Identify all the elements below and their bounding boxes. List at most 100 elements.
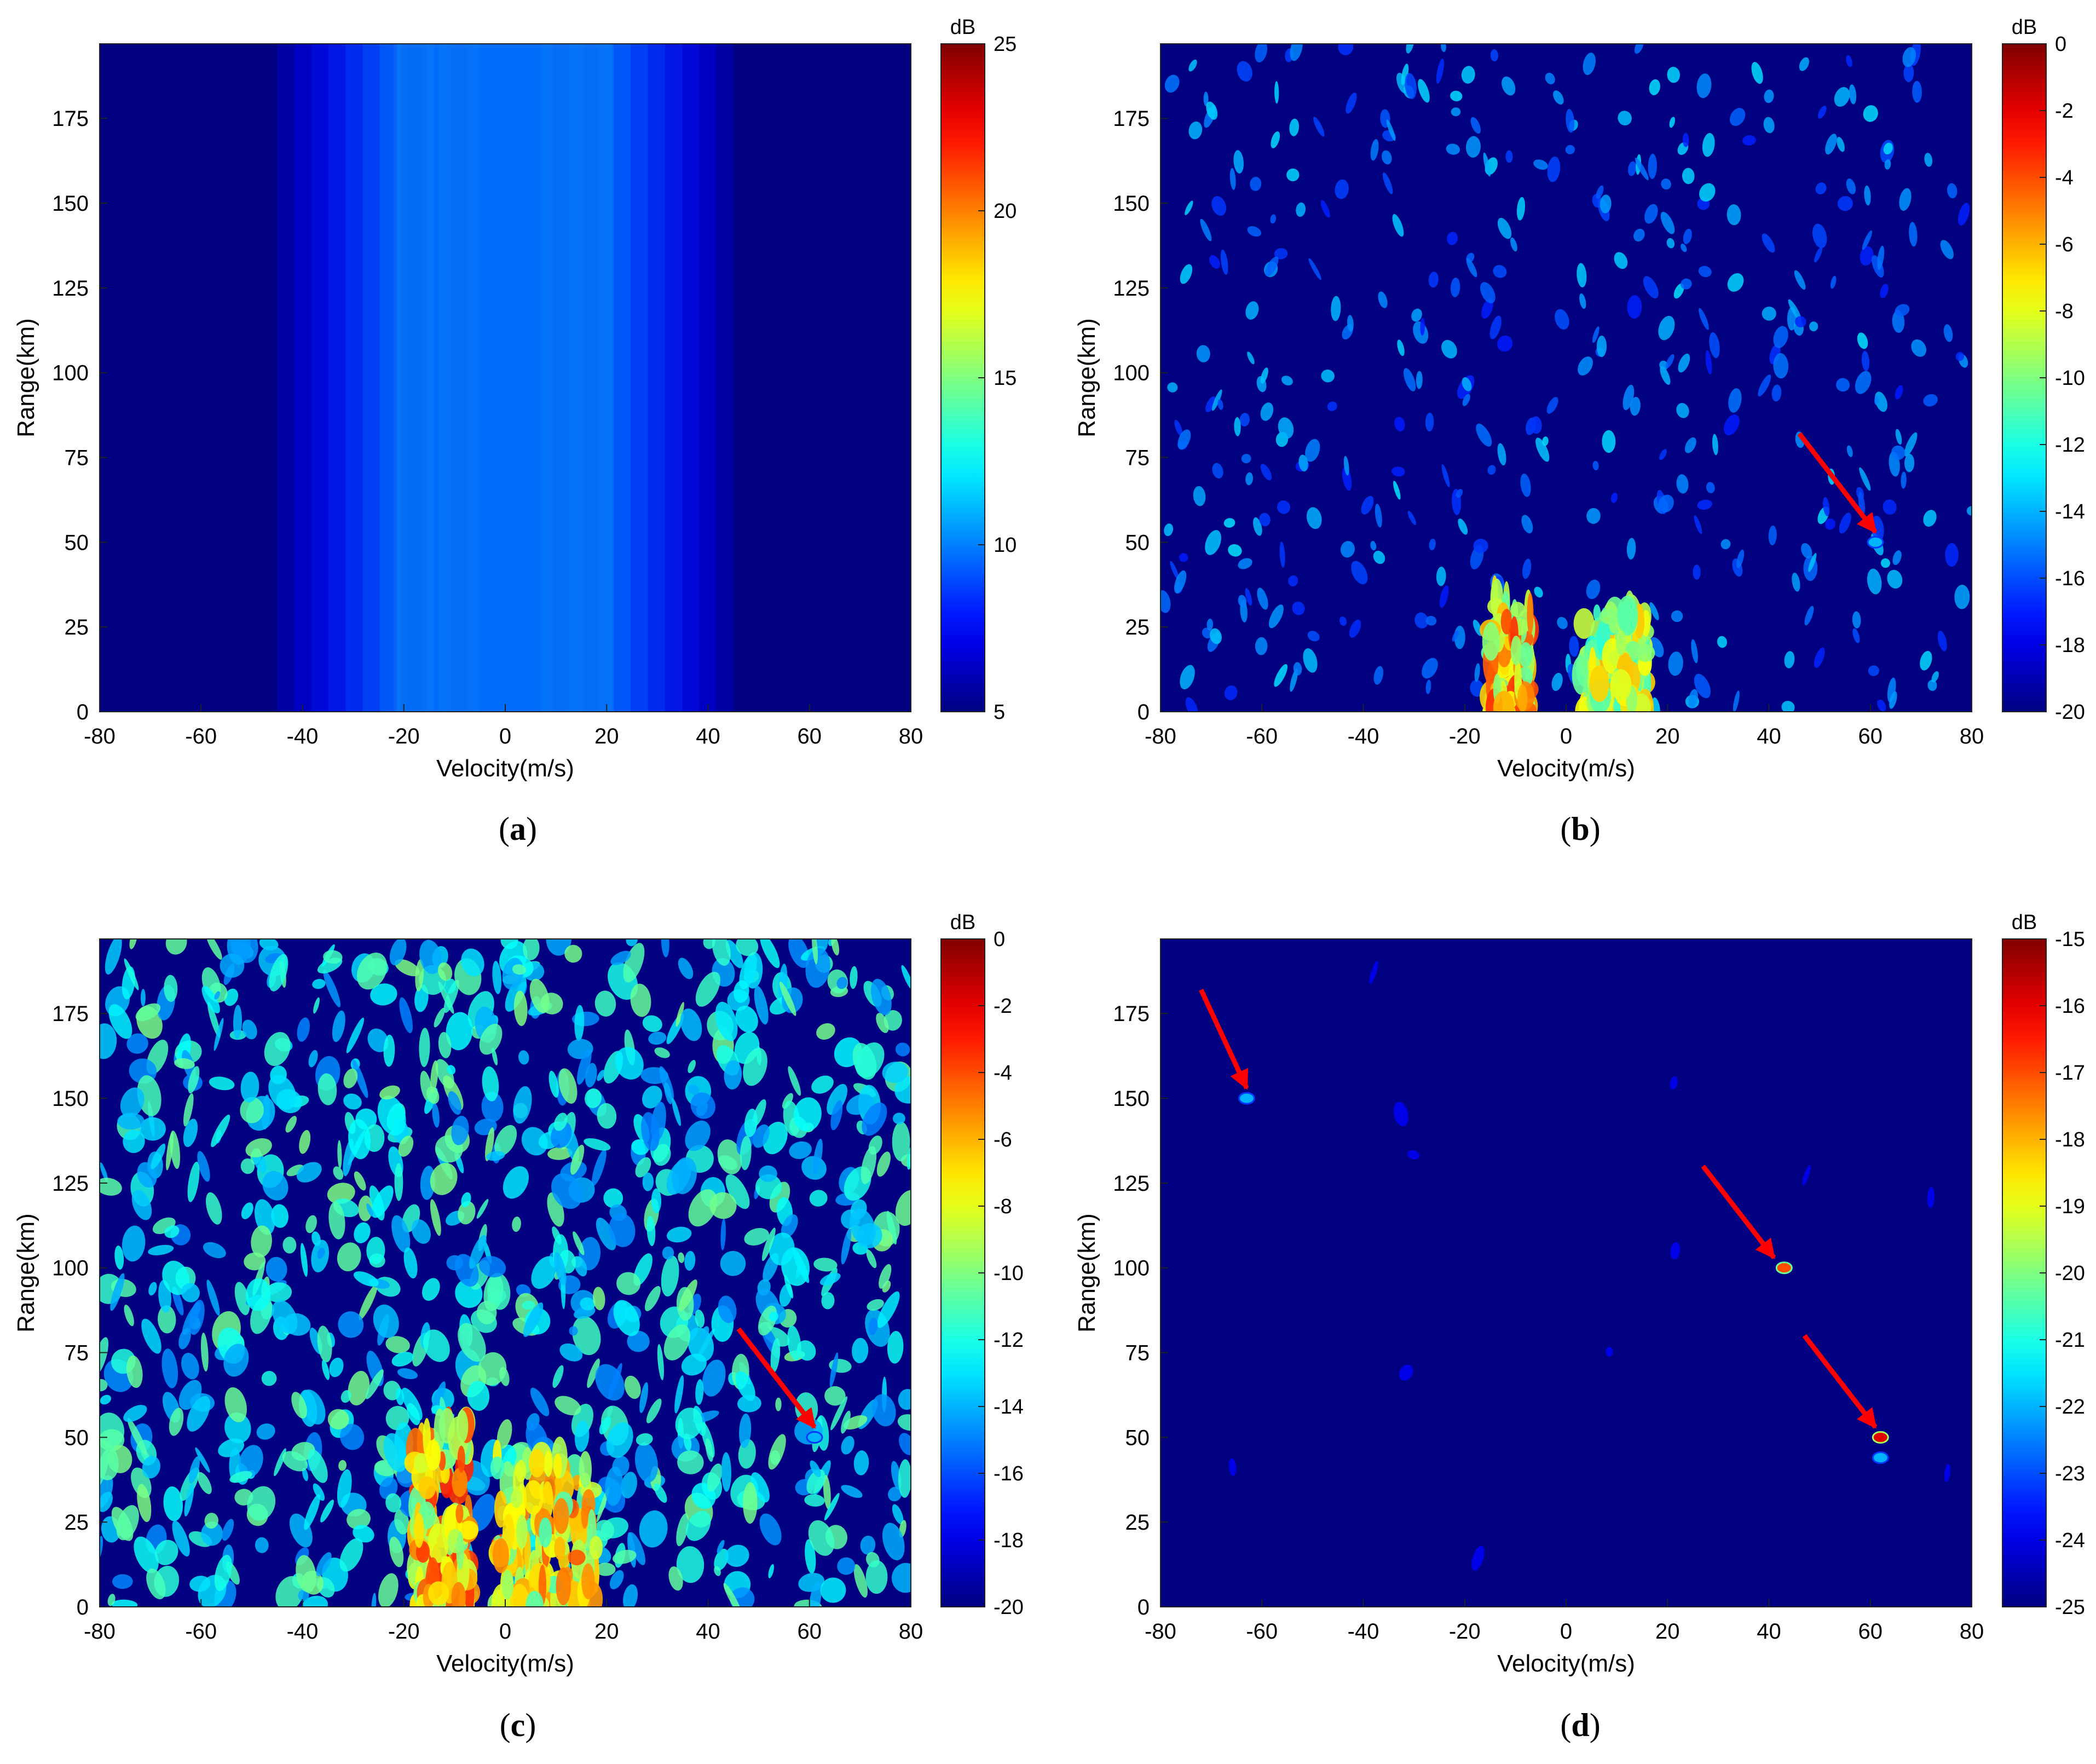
noise-speckle <box>373 1304 399 1338</box>
noise-speckle <box>297 1017 310 1042</box>
noise-speckle <box>116 1505 139 1541</box>
noise-speckle <box>821 1292 835 1310</box>
noise-speckle <box>394 1163 403 1201</box>
noise-speckle <box>1691 639 1698 664</box>
noise-speckle <box>1904 432 1918 457</box>
annotation-arrow <box>1797 432 1878 534</box>
noise-speckle <box>265 1256 287 1282</box>
noise-speckle <box>680 1008 702 1041</box>
noise-speckle <box>422 1278 440 1301</box>
noise-speckle <box>744 1108 758 1138</box>
noise-speckle <box>523 1302 544 1337</box>
noise-speckle <box>107 1594 116 1606</box>
heatmap-content <box>1228 960 1950 1571</box>
noise-speckle <box>868 1317 878 1335</box>
y-tick-label: 50 <box>65 531 89 555</box>
noise-speckle <box>1697 499 1713 510</box>
noise-speckle <box>1167 382 1178 393</box>
colorbar-tick-label: -16 <box>994 1462 1024 1485</box>
noise-speckle <box>1247 351 1255 365</box>
noise-speckle <box>1392 214 1404 237</box>
heatmap-content <box>277 44 734 712</box>
noise-speckle <box>714 1548 729 1571</box>
noise-speckle <box>111 1599 138 1607</box>
noise-speckle <box>1633 228 1645 242</box>
noise-speckle <box>241 1202 253 1219</box>
clutter-blob <box>457 1445 465 1473</box>
noise-speckle <box>640 1067 668 1084</box>
noise-speckle <box>841 1229 852 1265</box>
noise-speckle <box>354 1222 371 1243</box>
noise-speckle <box>1699 183 1716 202</box>
caption-b: (b) <box>1560 811 1601 847</box>
x-tick-label: 0 <box>499 724 511 748</box>
noise-speckle <box>447 1065 456 1075</box>
noise-speckle <box>809 1582 822 1607</box>
noise-speckle <box>458 1201 476 1225</box>
clutter-blob <box>1636 644 1655 662</box>
noise-speckle <box>867 1299 884 1311</box>
noise-speckle <box>1274 81 1279 104</box>
noise-speckle <box>1542 436 1549 446</box>
noise-speckle <box>1889 691 1897 709</box>
noise-speckle <box>354 1171 366 1191</box>
noise-speckle <box>1705 350 1712 375</box>
y-tick-label: 75 <box>65 446 89 470</box>
clutter-blob <box>425 1439 441 1471</box>
noise-speckle <box>1212 463 1223 479</box>
noise-speckle <box>327 1183 355 1204</box>
noise-speckle <box>639 1382 649 1414</box>
noise-speckle <box>1699 308 1709 330</box>
noise-speckle <box>1238 595 1247 607</box>
noise-speckle <box>1667 66 1680 83</box>
noise-speckle <box>135 1003 161 1022</box>
noise-speckle <box>423 1329 450 1362</box>
noise-speckle <box>792 1247 810 1283</box>
noise-speckle <box>1895 304 1910 316</box>
noise-speckle <box>876 1151 891 1177</box>
noise-speckle <box>328 1201 345 1240</box>
noise-speckle <box>735 1006 758 1033</box>
noise-speckle <box>697 1328 715 1359</box>
noise-speckle <box>181 1352 199 1380</box>
noise-speckle <box>1553 90 1564 105</box>
noise-speckle <box>100 1394 112 1405</box>
noise-speckle <box>681 1353 707 1376</box>
noise-speckle <box>187 1161 200 1202</box>
noise-speckle <box>596 1563 616 1576</box>
noise-speckle <box>148 1282 157 1296</box>
noise-speckle <box>366 1203 373 1217</box>
noise-speckle <box>271 1204 288 1228</box>
noise-speckle <box>1441 339 1457 359</box>
noise-speckle <box>304 1494 320 1530</box>
colorbar: 5 10 15 20 25 dB <box>940 16 1017 724</box>
noise-speckle <box>343 1093 362 1110</box>
noise-speckle <box>1274 664 1288 687</box>
x-tick-label: -40 <box>287 724 319 748</box>
noise-speckle <box>183 1119 198 1148</box>
noise-speckle <box>1487 465 1496 475</box>
noise-speckle <box>1320 200 1330 218</box>
noise-speckle <box>1676 474 1689 494</box>
noise-speckle <box>1278 417 1294 439</box>
noise-speckle <box>317 1073 337 1105</box>
noise-speckle <box>1474 663 1480 682</box>
noise-speckle <box>1606 1347 1613 1357</box>
colorbar-tick-label: -20 <box>2055 1262 2085 1285</box>
noise-speckle <box>100 1440 119 1480</box>
noise-speckle <box>676 1513 689 1547</box>
colorbar-tick-label: -12 <box>2055 434 2085 457</box>
target-point <box>1872 1431 1889 1444</box>
noise-speckle <box>1497 335 1513 352</box>
noise-speckle <box>197 1472 212 1495</box>
colorbar-tick-label: -21 <box>2055 1329 2085 1352</box>
noise-speckle <box>469 1235 487 1269</box>
noise-speckle <box>1450 278 1460 297</box>
noise-speckle <box>114 1245 124 1270</box>
noise-speckle <box>613 1300 640 1336</box>
noise-speckle <box>142 1456 160 1479</box>
noise-speckle <box>1209 255 1220 269</box>
noise-speckle <box>1661 178 1671 190</box>
noise-speckle <box>599 1416 611 1434</box>
noise-speckle <box>1728 388 1742 413</box>
